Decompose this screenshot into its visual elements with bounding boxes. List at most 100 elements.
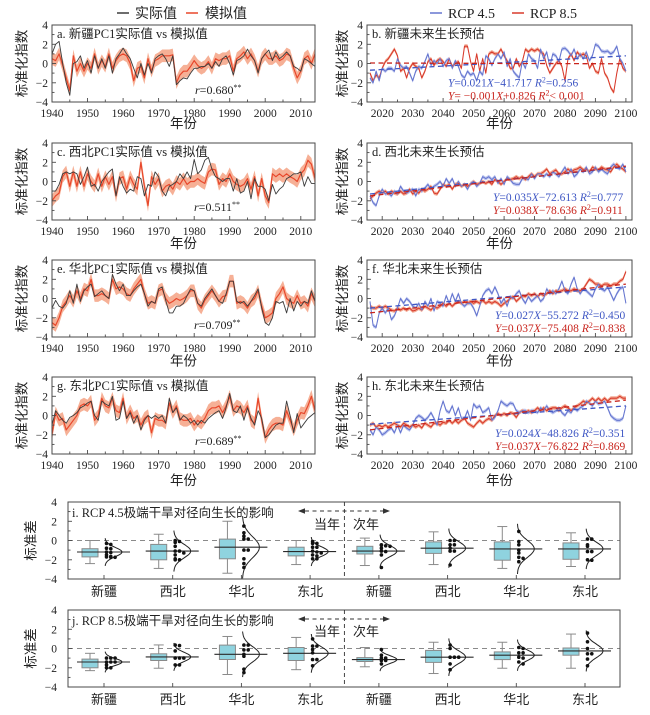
iqr-box [218, 538, 236, 560]
observed-line [52, 40, 315, 96]
significance-marker: ** [233, 434, 241, 443]
x-tick-label: 1980 [183, 226, 206, 238]
x-tick-label: 2060 [493, 108, 516, 120]
panel-j-rcp85-drought-impact: −4 −2 0 2 4 新疆 西北 华北 东北 新疆 西北 华北 东北 当年 次年 j. RCP 8.5… [24, 605, 621, 707]
iqr-box [150, 543, 168, 561]
y-tick-label: 2 [51, 516, 57, 528]
equation-part: R [581, 441, 589, 453]
axes: −4 −2 0 2 4 2020 2030 2040 2050 2060 2070 2080 2090 2… [351, 255, 638, 355]
axes: −4 −2 0 2 4 新疆 西北 华北 东北 新疆 西北 华北 东北 [45, 605, 598, 707]
regression-equation-rcp45: Y=0.021X−41.717 R2=0.256 [448, 75, 578, 90]
equation-part: R [581, 428, 589, 440]
y-tick-label: 4 [42, 138, 48, 150]
data-point [452, 549, 457, 553]
x-tick-label: 2090 [584, 343, 607, 355]
y-tick-label: 2 [357, 39, 363, 51]
x-tick-label: 1940 [41, 343, 64, 355]
regression-equation-rcp85: Y=0.038X−78.636 R2=0.911 [493, 203, 623, 218]
plot-area [68, 630, 620, 678]
x-tick-label: 1990 [218, 343, 241, 355]
category-label: 华北 [503, 692, 529, 707]
y-tick-label: 4 [51, 497, 57, 509]
x-tick-label: 1990 [218, 108, 241, 120]
x-tick-label: 2090 [584, 108, 607, 120]
correlation-annotation: r=0.511** [194, 200, 240, 215]
data-point [315, 541, 319, 546]
x-tick-label: 1980 [183, 108, 206, 120]
panel-h-northeast-future-projection: −4 −2 0 2 4 2020 2030 2040 2050 2060 2070 2080 2090 2… [335, 372, 637, 488]
data-point [104, 541, 109, 546]
equation-part: R [534, 78, 542, 90]
y-tick-label: 4 [357, 255, 363, 267]
arrow-right-icon [383, 616, 390, 622]
rcp85-band [370, 269, 626, 313]
distribution-curve [448, 528, 467, 568]
data-point [448, 538, 452, 543]
x-tick-label: 1950 [76, 226, 99, 238]
data-point [310, 651, 315, 655]
x-tick-label: 2010 [289, 460, 312, 472]
iqr-box [425, 649, 443, 663]
equation-part: −41.717 [494, 78, 535, 90]
simulated-line [52, 395, 315, 439]
panel-title: f. 华北未来生长预估 [372, 261, 482, 276]
period-label-next-year: 次年 [353, 624, 379, 639]
x-tick-label: 2010 [289, 343, 312, 355]
axes: −4 −2 0 2 4 2020 2030 2040 2050 2060 2070 2080 2090 2… [351, 138, 638, 238]
correlation-symbol: r [195, 434, 200, 448]
data-point [388, 544, 392, 549]
x-axis-title: 年份 [170, 236, 197, 251]
x-tick-label: 1970 [147, 108, 170, 120]
y-tick-label: −4 [36, 97, 48, 109]
arrow-left-icon [298, 616, 305, 622]
category-group [145, 530, 199, 572]
data-point [517, 543, 521, 547]
y-tick-label: 0 [42, 411, 48, 423]
y-tick-label: 0 [357, 294, 363, 306]
data-point [104, 660, 109, 664]
data-point [315, 550, 319, 554]
x-tick-label: 1960 [112, 226, 135, 238]
correlation-value: =0.689 [200, 434, 234, 448]
legend-label-observed: 实际值 [135, 6, 177, 22]
category-label: 东北 [297, 692, 323, 707]
category-label: 新疆 [91, 584, 117, 599]
category-label: 东北 [572, 584, 598, 599]
data-point [448, 549, 452, 553]
category-label: 新疆 [366, 584, 392, 599]
data-point [177, 656, 182, 660]
data-point [521, 646, 525, 651]
panel-title: e. 华北PC1实际值 vs 模拟值 [57, 261, 208, 276]
x-tick-label: 1940 [41, 460, 64, 472]
x-tick-label: 2040 [432, 343, 455, 355]
data-point [310, 664, 315, 668]
panel-title: d. 西北未来生长预估 [372, 145, 485, 159]
category-group [489, 523, 543, 575]
category-group [77, 651, 130, 673]
x-tick-label: 2080 [554, 108, 577, 120]
simulated-band [52, 154, 315, 212]
equation-part: Y [495, 310, 503, 322]
y-axis-title: 标准差 [24, 520, 39, 561]
x-tick-label: 1990 [218, 460, 241, 472]
x-tick-label: 1950 [76, 108, 99, 120]
data-point [173, 663, 177, 667]
y-tick-label: 4 [357, 20, 363, 32]
y-axis-title: 标准化指数 [15, 381, 30, 449]
regression-equation-rcp45: Y=0.024X−48.826 R2=0.351 [495, 426, 625, 441]
equation-part: =0.024 [501, 428, 534, 440]
x-tick-label: 2000 [254, 460, 277, 472]
equation-part: R [581, 323, 589, 335]
y-tick-label: −4 [351, 332, 363, 344]
x-axis-title: 年份 [170, 354, 197, 369]
x-tick-label: 2100 [614, 108, 637, 120]
x-tick-label: 2080 [554, 343, 577, 355]
panel-title: a. 新疆PC1实际值 vs 模拟值 [57, 26, 208, 41]
x-tick-label: 1970 [147, 226, 170, 238]
x-tick-label: 2070 [523, 108, 546, 120]
equation-part: =0.256 [546, 78, 579, 90]
data-point [585, 631, 590, 635]
